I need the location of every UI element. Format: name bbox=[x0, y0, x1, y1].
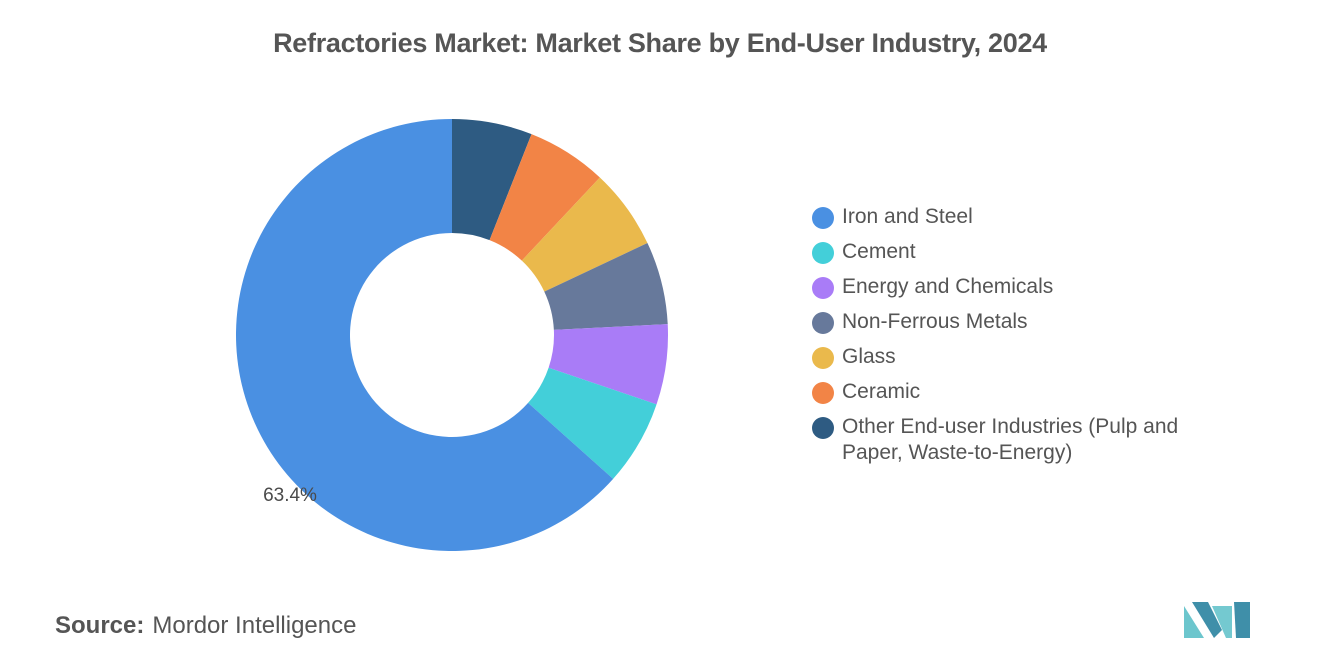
legend-item: Energy and Chemicals bbox=[812, 274, 1232, 300]
legend-label: Cement bbox=[842, 240, 916, 263]
legend-swatch-icon bbox=[812, 417, 834, 439]
legend-swatch-icon bbox=[812, 242, 834, 264]
source-value: Mordor Intelligence bbox=[152, 612, 357, 639]
legend-swatch-icon bbox=[812, 312, 834, 334]
source-label: Source: bbox=[55, 612, 145, 639]
legend-swatch-icon bbox=[812, 382, 834, 404]
donut-chart: 63.4% bbox=[235, 119, 668, 551]
slice-iron-and-steel bbox=[235, 119, 614, 551]
legend-label: Energy and Chemicals bbox=[842, 275, 1054, 298]
chart-legend: Iron and Steel Cement Energy and Chemicals… bbox=[812, 204, 1232, 475]
source-line: Source: Mordor Intelligence bbox=[55, 612, 356, 640]
legend-swatch-icon bbox=[812, 277, 834, 299]
slice-cement bbox=[528, 367, 657, 479]
chart-title: Refractories Market: Market Share by End… bbox=[273, 28, 1047, 58]
slice-other-end-user-industries-pulp-and-paper-waste-to-energy bbox=[452, 119, 532, 241]
legend-item: Cement bbox=[812, 239, 1232, 265]
legend-label: Other End-user Industries (Pulp and Pape… bbox=[842, 415, 1179, 464]
legend-label: Iron and Steel bbox=[842, 205, 973, 228]
legend-label: Ceramic bbox=[842, 380, 921, 403]
legend-label: Glass bbox=[842, 345, 896, 368]
legend-swatch-icon bbox=[812, 347, 834, 369]
slice-ceramic bbox=[489, 134, 600, 261]
slice-glass bbox=[521, 177, 648, 292]
legend-item: Ceramic bbox=[812, 379, 1232, 405]
legend-item: Other End-user Industries (Pulp and Pape… bbox=[812, 414, 1232, 466]
slice-energy-and-chemicals bbox=[548, 324, 668, 405]
legend-label: Non-Ferrous Metals bbox=[842, 310, 1028, 333]
legend-item: Non-Ferrous Metals bbox=[812, 309, 1232, 335]
mordor-intelligence-logo-icon bbox=[1184, 602, 1250, 638]
legend-item: Iron and Steel bbox=[812, 204, 1232, 230]
slice-data-label: 63.4% bbox=[263, 485, 317, 506]
slice-non-ferrous-metals bbox=[544, 243, 668, 330]
legend-swatch-icon bbox=[812, 207, 834, 229]
legend-item: Glass bbox=[812, 344, 1232, 370]
